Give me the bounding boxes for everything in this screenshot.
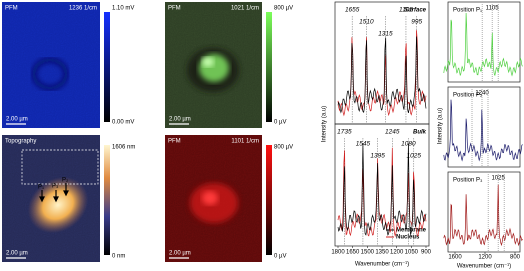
- scale-bar: 2.00 µm: [6, 251, 28, 257]
- spectrum: [443, 99, 523, 162]
- x-tick-label: 1350: [375, 250, 389, 256]
- scale-bar: 2.00 µm: [6, 117, 28, 123]
- peak-label: 1315: [378, 31, 393, 38]
- panel-name: PFM: [5, 6, 18, 12]
- plot-frame: [447, 1, 521, 83]
- peak-label: 1735: [337, 129, 352, 136]
- y-axis-label: Intensity (a.u): [322, 106, 328, 142]
- peak-label: 1105: [486, 6, 500, 12]
- point-label: P₁: [38, 185, 44, 191]
- point-label: P₂: [62, 178, 69, 184]
- colorbar-min: 0 nm: [112, 254, 125, 260]
- x-tick-label: 1200: [390, 250, 404, 256]
- y-axis-label: Intensity (a.u): [438, 108, 444, 144]
- colorbar-max: 1606 nm: [112, 145, 135, 151]
- plot-frame: [447, 86, 521, 168]
- peak-label: 1240: [475, 91, 489, 97]
- x-axis-label: Wavenumber (cm⁻¹): [457, 264, 511, 270]
- plot-label: Bulk: [413, 130, 427, 136]
- peak-label: 1655: [345, 7, 360, 14]
- colorbar-min: 0 µV: [274, 254, 286, 260]
- plot-label: Surface: [404, 8, 427, 14]
- peak-label: 1105: [399, 7, 413, 14]
- x-tick-label: 1200: [478, 255, 492, 261]
- spectrum: [443, 12, 523, 77]
- panel-name: PFM: [168, 139, 181, 145]
- panel-label: Position P₂: [453, 93, 483, 99]
- x-tick-label: 1600: [448, 255, 462, 261]
- peak-label: 1510: [359, 19, 374, 26]
- spectrum-nucleus: [337, 147, 427, 238]
- x-tick-label: 1050: [405, 250, 419, 256]
- x-axis-label: Wavenumber (cm⁻¹): [355, 262, 409, 268]
- panel-wavenumber: 1236 1/cm: [69, 6, 97, 12]
- scale-bar: 2.00 µm: [169, 117, 191, 123]
- peak-label: 1245: [385, 129, 400, 136]
- panel-wavenumber: 1101 1/cm: [231, 139, 259, 145]
- peak-label: 1025: [491, 176, 505, 182]
- x-tick-label: 800: [510, 255, 521, 261]
- pfm-panel-green: PFM 1021 1/cm 2.00 µm 800 µV 0 µV: [165, 2, 293, 128]
- colorbar-min: 0.00 mV: [112, 120, 134, 126]
- colorbar-max: 1.10 mV: [112, 6, 134, 12]
- spectra-plot: Surface Bulk Wavenumber (cm⁻¹) Intensity…: [322, 1, 432, 268]
- panel-name: PFM: [168, 6, 181, 12]
- spectrum-membrane: [337, 143, 427, 236]
- pfm-panel-red: PFM 1101 1/cm 2.00 µm 800 µV 0 µV: [165, 135, 293, 262]
- colorbar-max: 800 µV: [274, 6, 293, 12]
- peak-label: 1395: [370, 153, 385, 160]
- colorbar-min: 0 µV: [274, 120, 286, 126]
- spectrum-membrane: [337, 36, 427, 114]
- panel-label: Position P₁: [453, 8, 482, 14]
- legend-entry: Nucleus: [396, 235, 420, 241]
- spectrum: [443, 184, 523, 247]
- scale-bar: 2.00 µm: [169, 251, 191, 257]
- peak-label: 1025: [407, 153, 422, 160]
- x-tick-label: 1650: [346, 250, 360, 256]
- x-tick-label: 1800: [331, 250, 345, 256]
- position-plots: Wavenumber (cm⁻¹) Intensity (a.u) Positi…: [438, 1, 523, 270]
- topography-panel: Topography P₁ P₂ P₃ 2.00 µm 1606 nm 0 nm: [2, 135, 135, 262]
- panel-label: Position P₃: [453, 178, 483, 184]
- colorbar-max: 800 µV: [274, 145, 293, 151]
- x-tick-label: 1500: [361, 250, 375, 256]
- panel-name: Topography: [5, 139, 36, 145]
- plot-frame: [447, 171, 521, 253]
- x-tick-label: 900: [421, 250, 432, 256]
- pfm-panel-blue: PFM 1236 1/cm 2.00 µm 1.10 mV 0.00 mV: [2, 2, 134, 128]
- panel-wavenumber: 1021 1/cm: [231, 6, 259, 12]
- peak-label: 995: [411, 19, 422, 26]
- point-label: P₃: [52, 184, 59, 190]
